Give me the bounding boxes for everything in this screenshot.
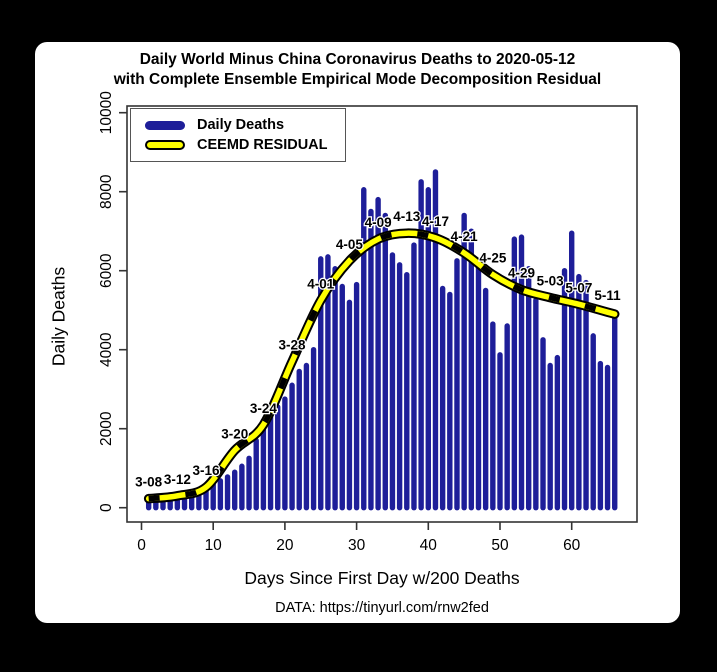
x-axis-label: Days Since First Day w/200 Deaths [244,568,520,588]
date-annotation-3-08: 3-08 [135,475,163,490]
x-tick-label: 30 [348,537,366,554]
x-tick-label: 20 [276,537,294,554]
legend-box: Daily Deaths CEEMD RESIDUAL [130,108,346,162]
x-tick-label: 50 [491,537,509,554]
ceemd-residual-swatch-icon [145,140,185,150]
y-tick-label: 0 [98,503,115,512]
plot-border [126,105,638,523]
data-source-text: DATA: https://tinyurl.com/rnw2fed [275,600,489,616]
x-tick-label: 10 [205,537,223,554]
daily-deaths-swatch-icon [145,120,185,130]
legend-label: Daily Deaths [197,117,285,133]
chart-title-line2: with Complete Ensemble Empirical Mode De… [113,71,602,88]
legend-label: CEEMD RESIDUAL [197,137,328,153]
y-tick-label: 10000 [98,91,115,134]
date-annotation-4-09: 4-09 [365,215,392,230]
date-annotation-3-20: 3-20 [221,426,248,441]
y-tick-label: 6000 [98,253,115,288]
date-annotation-3-24: 3-24 [250,401,278,416]
y-tick-label: 8000 [98,174,115,209]
legend-item-ceemd-residual: CEEMD RESIDUAL [145,137,345,153]
x-tick-label: 40 [420,537,438,554]
date-annotation-4-25: 4-25 [479,251,507,266]
y-tick-label: 4000 [98,332,115,367]
date-annotation-3-16: 3-16 [193,463,221,478]
date-annotation-5-03: 5-03 [537,274,565,289]
residual-curve-dashes [148,230,616,502]
date-annotation-4-21: 4-21 [451,229,479,244]
date-annotation-4-13: 4-13 [393,209,421,224]
date-annotation-4-01: 4-01 [307,276,335,291]
date-annotation-5-07: 5-07 [565,280,592,295]
chart-title: Daily World Minus China Coronavirus Deat… [35,50,680,90]
date-annotation-3-28: 3-28 [279,338,307,353]
y-tick-label: 2000 [98,411,115,446]
date-annotation-5-11: 5-11 [594,288,621,303]
date-annotation-3-12: 3-12 [164,472,191,487]
chart-title-line1: Daily World Minus China Coronavirus Deat… [139,51,576,68]
x-tick-label: 0 [137,537,146,554]
chart-card: Daily World Minus China Coronavirus Deat… [35,42,680,623]
date-annotation-4-17: 4-17 [422,214,449,229]
date-annotation-4-05: 4-05 [336,237,364,252]
date-annotation-4-29: 4-29 [508,266,535,281]
x-tick-label: 60 [563,537,581,554]
legend-item-daily-deaths: Daily Deaths [145,117,345,133]
